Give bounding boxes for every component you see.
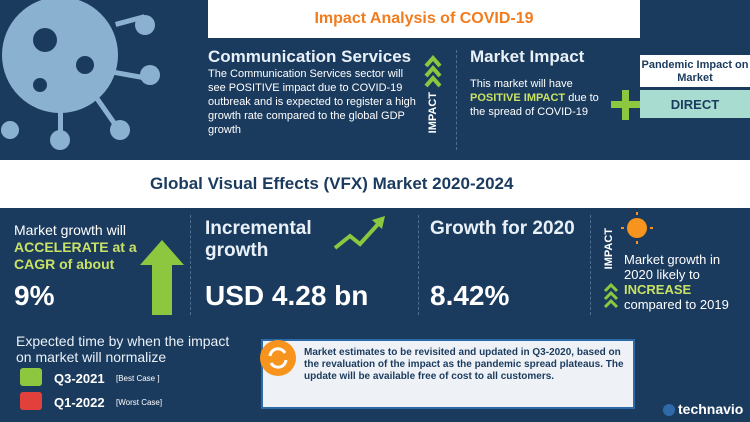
sector-title: Communication Services — [208, 47, 412, 66]
impact-label: IMPACT — [603, 228, 615, 270]
metric-value: 8.42% — [430, 280, 510, 311]
worst-period: Q1-2022 — [54, 395, 105, 410]
text: compared to 2019 — [624, 297, 729, 312]
text: This market will have — [470, 78, 573, 90]
report-title: Global Visual Effects (VFX) Market 2020-… — [150, 174, 514, 193]
metric-title: Incremental growth — [205, 218, 312, 261]
outlook-text: Market growth in 2020 likely to INCREASE… — [624, 252, 744, 312]
pandemic-title: Pandemic Impact on Market — [641, 59, 749, 84]
highlight: ACCELERATE at a CAGR of about — [14, 239, 137, 272]
brand: technavio — [678, 401, 744, 417]
divider — [418, 215, 419, 315]
metric-text: Market growth will ACCELERATE at a CAGR … — [14, 222, 144, 273]
note: Market estimates to be revisited and upd… — [304, 347, 624, 382]
header-title: Impact Analysis of COVID-19 — [314, 10, 534, 27]
text: Market growth will — [14, 222, 127, 238]
normalization-title: Expected time by when the impact on mark… — [16, 333, 230, 365]
pandemic-value: DIRECT — [670, 97, 720, 112]
sector-text: The Communication Services sector will s… — [208, 68, 416, 136]
metric-title: Growth for 2020 — [430, 218, 575, 239]
text: Market growth in 2020 likely to — [624, 252, 721, 282]
divider — [456, 50, 457, 150]
impact-label: IMPACT — [427, 92, 439, 134]
market-impact-title: Market Impact — [470, 47, 585, 66]
worst-label: [Worst Case] — [116, 398, 163, 407]
text: due to the spread of COVID-19 — [470, 92, 599, 118]
metric-value: USD 4.28 bn — [205, 280, 369, 311]
best-period: Q3-2021 — [54, 371, 105, 386]
highlight: POSITIVE IMPACT — [470, 92, 566, 104]
highlight: INCREASE — [624, 282, 692, 297]
metric-value: 9% — [14, 280, 55, 311]
best-label: [Best Case ] — [116, 374, 160, 383]
market-impact-text: This market will have POSITIVE IMPACT du… — [470, 77, 610, 119]
divider — [190, 215, 191, 315]
divider — [590, 215, 591, 315]
